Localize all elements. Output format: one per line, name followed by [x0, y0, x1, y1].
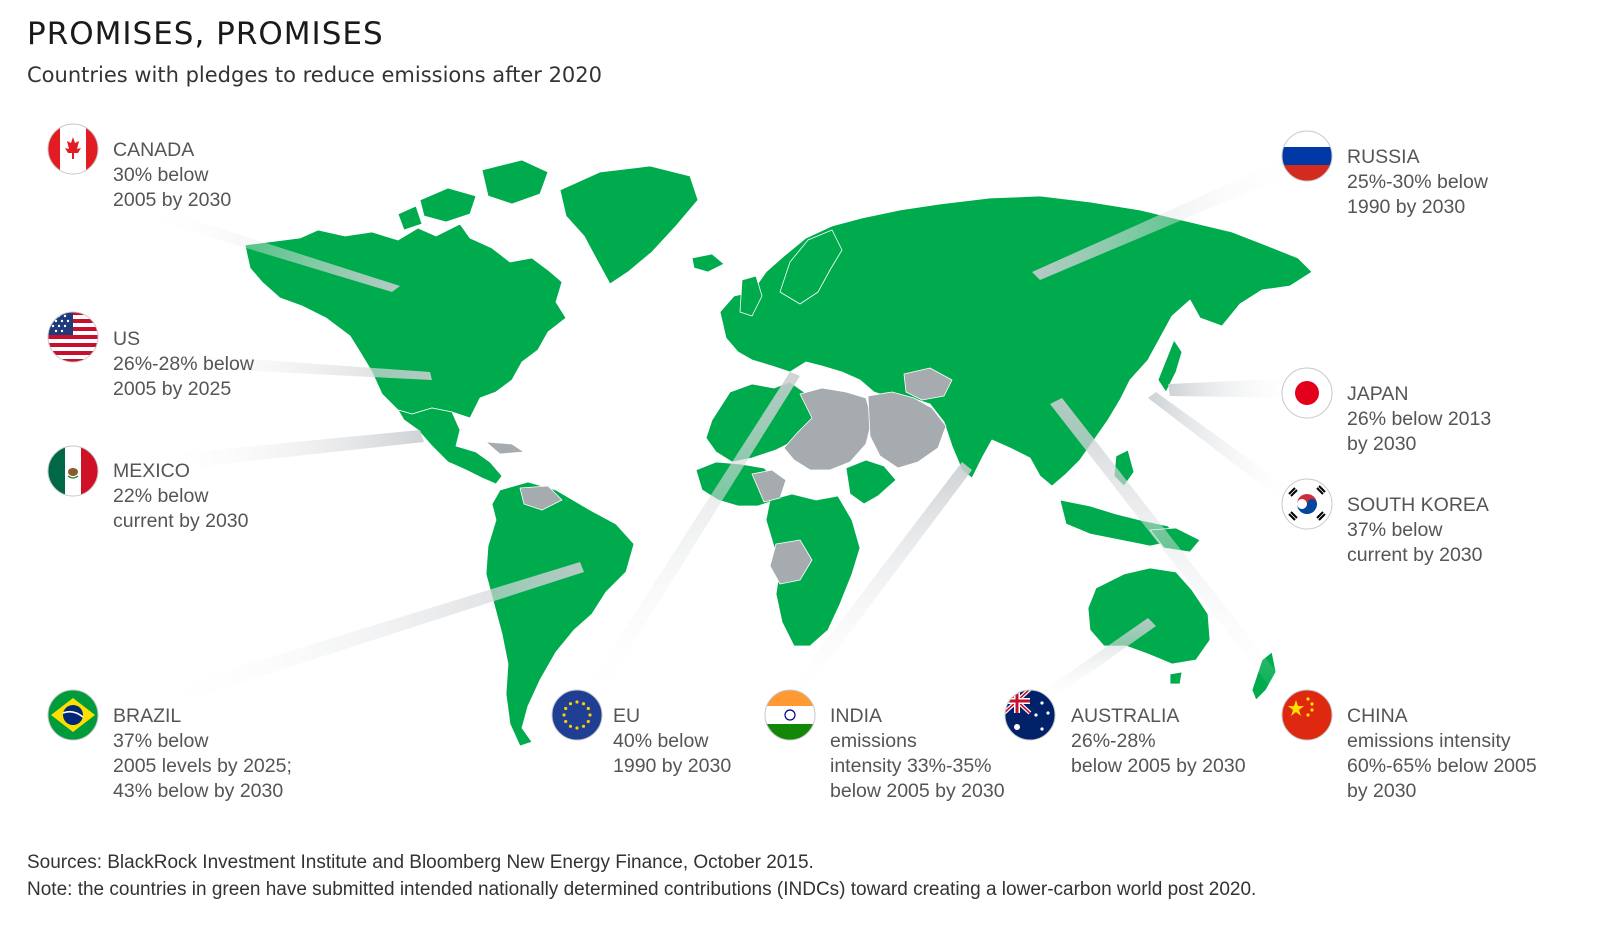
pledge-line: emissions intensity [1347, 730, 1511, 752]
pledge-line: by 2030 [1347, 780, 1417, 802]
pledge-line: 1990 by 2030 [613, 755, 732, 777]
pledge-line: 22% below [113, 485, 209, 507]
pledge-line: 26%-28% below [113, 353, 254, 375]
sources-text: Sources: BlackRock Investment Institute … [27, 852, 814, 873]
country-name: CANADA [113, 139, 195, 161]
pledge-line: 2005 by 2030 [113, 189, 232, 211]
us-beam [150, 352, 432, 380]
callout-china: CHINA emissions intensity 60%-65% below … [1347, 704, 1537, 804]
page-title: PROMISES, PROMISES [27, 16, 384, 52]
canada-arctic-islands-2 [481, 159, 549, 205]
pledge-line: intensity 33%-35% [830, 755, 992, 777]
venezuela-grey [519, 485, 563, 511]
south-korea-flag-icon [1281, 478, 1333, 530]
note-text: Note: the countries in green have submit… [27, 879, 1257, 900]
callout-india: INDIA emissions intensity 33%-35% below … [830, 704, 1005, 804]
africa-central-grey [751, 469, 787, 503]
pledge-line: below 2005 by 2030 [1071, 755, 1246, 777]
footer-notes: Sources: BlackRock Investment Institute … [27, 849, 1256, 903]
pledge-line: current by 2030 [1347, 544, 1483, 566]
pledge-line: current by 2030 [113, 510, 249, 532]
pledge-line: 30% below [113, 164, 209, 186]
country-name: BRAZIL [113, 705, 182, 727]
country-name: INDIA [830, 705, 883, 727]
pledge-line: 1990 by 2030 [1347, 196, 1466, 218]
cuba-grey [485, 441, 525, 455]
japan [1157, 339, 1183, 393]
canada-arctic-islands-3 [397, 205, 423, 231]
canada-arctic-islands [419, 187, 477, 223]
pledge-line: 37% below [1347, 519, 1443, 541]
north-america-region [244, 223, 567, 419]
mexico-beam [150, 430, 424, 472]
country-name: RUSSIA [1347, 146, 1420, 168]
spotlight-beams [140, 152, 1310, 712]
page-subtitle: Countries with pledges to reduce emissio… [27, 63, 603, 87]
country-name: CHINA [1347, 705, 1408, 727]
scandinavia [779, 229, 843, 305]
central-asia-grey [903, 367, 953, 401]
russia-beam [1032, 152, 1310, 280]
pledge-line: 40% below [613, 730, 709, 752]
country-name: US [113, 328, 141, 350]
pledge-line: 2005 levels by 2025; [113, 755, 292, 777]
australia-flag-icon [1004, 689, 1056, 741]
callout-us: US 26%-28% below 2005 by 2025 [113, 327, 254, 402]
callout-australia: AUSTRALIA 26%-28% below 2005 by 2030 [1071, 704, 1246, 779]
pledge-line: 43% below by 2030 [113, 780, 284, 802]
tasmania [1169, 671, 1183, 685]
usa-flag-icon [47, 311, 99, 363]
country-name: EU [613, 705, 641, 727]
callout-eu: EU 40% below 1990 by 2030 [613, 704, 731, 779]
country-name: AUSTRALIA [1071, 705, 1180, 727]
pledge-line: 26%-28% [1071, 730, 1156, 752]
middle-east-grey [867, 391, 947, 469]
pledge-line: by 2030 [1347, 433, 1417, 455]
greenland [559, 165, 699, 285]
russia-flag-icon [1281, 130, 1333, 182]
japan-beam [1168, 378, 1300, 398]
japan-flag-icon [1281, 367, 1333, 419]
canada-beam [140, 206, 400, 292]
pledge-line: emissions [830, 730, 917, 752]
country-name: JAPAN [1347, 383, 1409, 405]
brazil-beam [150, 562, 584, 712]
pledge-line: 2005 by 2025 [113, 378, 232, 400]
land-pledged [244, 159, 1313, 747]
mexico-flag-icon [47, 445, 99, 497]
callout-brazil: BRAZIL 37% below 2005 levels by 2025; 43… [113, 704, 292, 804]
africa-east [845, 459, 897, 505]
callout-canada: CANADA 30% below 2005 by 2030 [113, 138, 231, 213]
pledge-line: 26% below 2013 [1347, 408, 1492, 430]
callout-japan: JAPAN 26% below 2013 by 2030 [1347, 382, 1491, 457]
china-flag-icon [1281, 689, 1333, 741]
china-beam [1050, 398, 1300, 710]
south-korea-beam [1148, 392, 1300, 508]
africa-southern-grey [769, 539, 813, 585]
mexico-central-america [397, 407, 503, 485]
country-name: MEXICO [113, 460, 190, 482]
india-flag-icon [764, 689, 816, 741]
callout-south-korea: SOUTH KOREA 37% below current by 2030 [1347, 493, 1489, 568]
uk-ireland [739, 275, 763, 317]
canada-flag-icon [47, 123, 99, 175]
pledge-line: 25%-30% below [1347, 171, 1488, 193]
india-beam [776, 462, 972, 712]
country-name: SOUTH KOREA [1347, 494, 1489, 516]
australia-beam [1030, 618, 1156, 708]
north-africa-grey [783, 387, 873, 471]
land-no-pledge [485, 367, 953, 585]
pledge-line: 37% below [113, 730, 209, 752]
pledge-line: 60%-65% below 2005 [1347, 755, 1537, 777]
callout-russia: RUSSIA 25%-30% below 1990 by 2030 [1347, 145, 1488, 220]
iceland [691, 253, 725, 273]
callout-mexico: MEXICO 22% below current by 2030 [113, 459, 249, 534]
eu-flag-icon [551, 689, 603, 741]
brazil-flag-icon [47, 689, 99, 741]
south-america [485, 481, 635, 747]
pledge-line: below 2005 by 2030 [830, 780, 1005, 802]
eu-beam [574, 372, 800, 712]
